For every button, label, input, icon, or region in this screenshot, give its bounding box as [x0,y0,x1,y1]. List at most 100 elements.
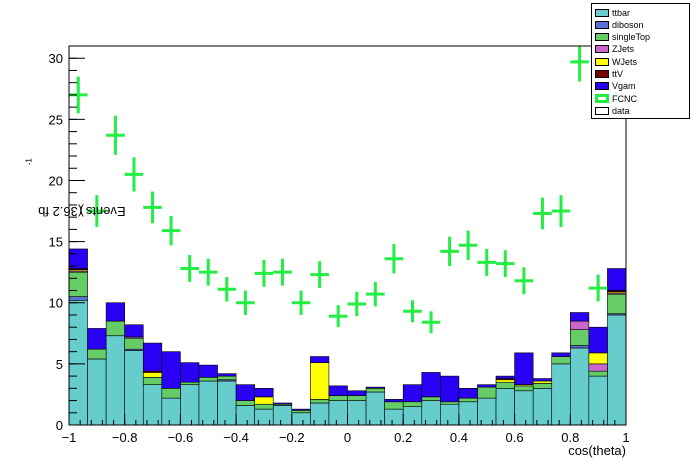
bar-Vgam-29 [607,268,627,291]
x-tick-label-0: −1 [62,430,77,445]
bar-ttbar-27 [569,347,590,426]
fcnc-point-14 [328,305,348,328]
legend-label: ttV [612,69,624,79]
bar-ttbar-3 [124,350,144,426]
bar-ttbar-17 [384,408,404,426]
bar-ZJets-27 [569,320,590,330]
bar-ttbar-1 [87,358,107,426]
bar-ttbar-8 [217,380,237,426]
bar-ttbar-28 [588,375,608,426]
fcnc-point-28 [588,274,608,302]
bar-Vgam-4 [142,342,163,372]
bar-diboson-0 [68,296,88,301]
bar-Vgam-18 [402,384,423,403]
legend-label: FCNC [612,93,637,104]
fcnc-point-26 [551,195,571,227]
bar-Vgam-19 [421,372,441,398]
bar-ttbar-23 [495,388,515,426]
legend-entry-data: data [595,105,630,116]
bar-singleTop-10 [254,403,274,410]
fcnc-point-2 [106,115,125,155]
bar-Vgam-23 [495,375,515,379]
bar-Vgam-8 [217,373,237,377]
y-tick-label-4: 20 [49,173,63,188]
bar-singleTop-1 [87,348,107,360]
x-tick-label-3: −0.4 [223,430,249,445]
bar-ttbar-10 [254,408,274,426]
y-tick-label-1: 5 [56,357,63,372]
fcnc-point-18 [403,300,422,323]
bar-singleTop-19 [421,396,441,401]
bar-singleTop-18 [402,401,423,407]
bar-singleTop-6 [180,381,200,385]
bar-Vgam-27 [569,312,590,322]
fcnc-point-5 [161,215,181,246]
x-tick-label-2: −0.6 [168,430,194,445]
legend-swatch [595,57,609,66]
x-tick-label-4: −0.2 [279,430,305,445]
fcnc-point-20 [440,236,459,267]
legend-swatch [595,82,609,91]
x-tick-label-1: −0.8 [112,430,138,445]
bar-ttbar-18 [402,406,423,426]
bar-Vgam-14 [328,385,348,396]
bar-Vgam-24 [514,352,534,385]
bar-ttbar-2 [105,335,125,426]
bar-singleTop-20 [440,401,460,405]
bar-ttbar-7 [198,380,218,426]
y-tick-label-2: 10 [49,296,63,311]
y-tick-label-5: 25 [49,112,63,127]
legend-label: WJets [612,56,638,67]
bar-ttbar-29 [607,314,627,426]
legend-swatch [595,106,609,115]
legend-entry-diboson: diboson [595,19,644,30]
bar-ttbar-6 [180,384,200,426]
x-tick-label-9: 0.8 [561,430,579,445]
bar-Vgam-2 [105,302,125,322]
bar-singleTop-29 [607,293,627,315]
stacked-bars [68,248,627,426]
bar-Vgam-9 [235,384,255,401]
bar-singleTop-17 [384,401,404,410]
legend-label: diboson [612,19,644,30]
bar-WJets-4 [142,372,163,378]
bar-Vgam-7 [198,364,218,378]
y-tick-label-3: 15 [49,235,63,250]
legend: ttbar diboson singleTop ZJets WJets ttV Vgam FC… [591,3,690,119]
fcnc-point-17 [384,244,404,274]
bar-Vgam-3 [124,324,144,338]
bar-ttbar-9 [235,405,255,426]
x-tick-label-8: 0.6 [506,430,524,445]
bar-Vgam-15 [347,390,367,396]
bar-ttbar-26 [551,363,571,426]
bar-diboson-27 [569,345,590,349]
bar-ttbar-25 [532,388,553,426]
legend-label: ttbar [612,7,631,18]
fcnc-point-13 [310,261,329,289]
bar-Vgam-11 [272,402,293,405]
bar-singleTop-13 [310,399,330,404]
bar-ttbar-0 [68,299,88,426]
bar-ttbar-4 [142,384,163,426]
bar-singleTop-24 [514,385,534,392]
fcnc-point-1 [87,195,107,227]
bar-singleTop-27 [569,329,590,346]
bar-ttbar-11 [272,405,293,426]
bar-Vgam-20 [440,375,460,403]
legend-entry-singleTop: singleTop [595,32,650,43]
fcnc-point-7 [198,258,218,286]
bar-Vgam-12 [291,408,311,411]
fcnc-point-15 [347,291,367,317]
legend-swatch [595,94,609,104]
fcnc-point-21 [458,230,478,260]
bar-Vgam-21 [458,388,478,399]
bar-ttbar-14 [328,400,348,426]
bar-singleTop-14 [328,395,348,401]
y-tick-label-0: 0 [56,418,63,433]
fcnc-point-24 [514,267,534,295]
bar-singleTop-5 [161,388,181,399]
fcnc-point-3 [124,157,144,192]
bar-Vgam-13 [310,356,330,363]
bar-ttbar-5 [161,397,181,426]
legend-label: singleTop [612,32,651,43]
